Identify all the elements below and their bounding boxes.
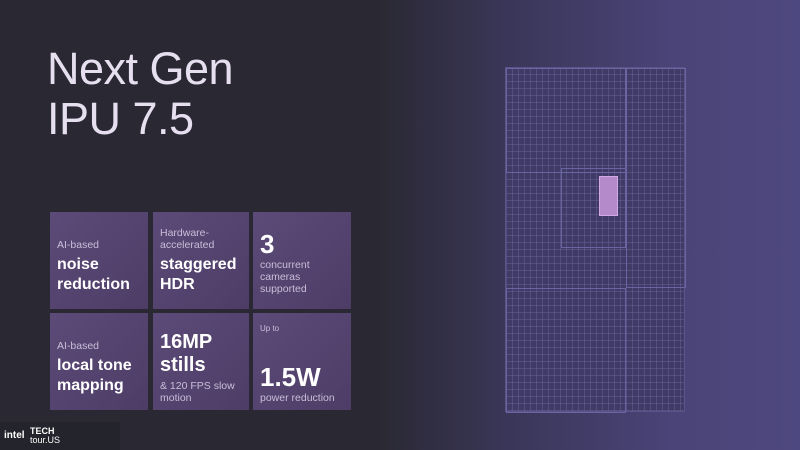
intel-tech-tour-logo: intel TECH tour.US xyxy=(0,422,120,450)
tile-concurrent-cameras: 3 concurrent cameras supported xyxy=(253,212,351,309)
page-title: Next Gen IPU 7.5 xyxy=(47,43,234,144)
tile-noise-reduction: AI-based noise reduction xyxy=(50,212,148,309)
tile-staggered-hdr: Hardware-accelerated staggered HDR xyxy=(153,212,249,309)
ipu-highlight xyxy=(599,176,618,216)
tile-16mp-stills: 16MP stills & 120 FPS slow motion xyxy=(153,313,249,410)
tile-local-tone-mapping: AI-based local tone mapping xyxy=(50,313,148,410)
tile-power-reduction: Up to 1.5W power reduction xyxy=(253,313,351,410)
chip-die-image xyxy=(505,67,686,413)
